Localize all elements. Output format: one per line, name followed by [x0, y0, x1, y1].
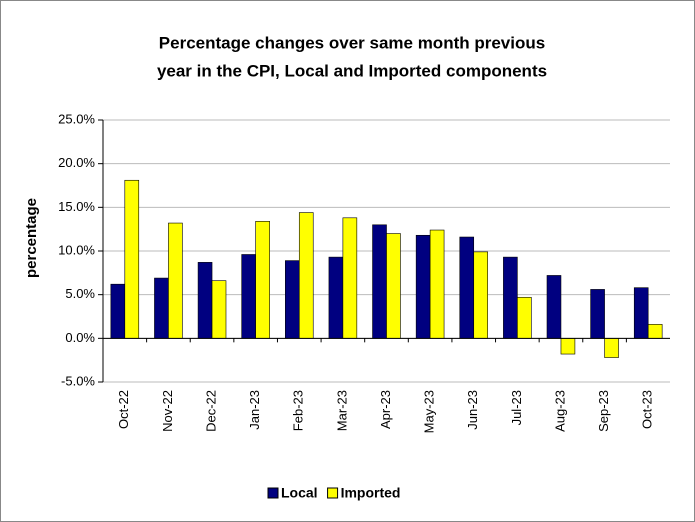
bar: [633, 287, 649, 339]
chart-title: Percentage changes over same month previ…: [159, 33, 545, 52]
x-tick-label: Sep-23: [596, 390, 611, 432]
legend-swatch: [327, 487, 339, 499]
y-tick-label: 25.0%: [58, 111, 95, 126]
y-tick-label: -5.0%: [61, 373, 95, 388]
y-tick-label: 0.0%: [65, 330, 95, 345]
y-tick-label: 20.0%: [58, 155, 95, 170]
chart-title: year in the CPI, Local and Imported comp…: [157, 61, 547, 80]
x-tick-label: Mar-23: [334, 390, 349, 431]
bar: [459, 236, 475, 339]
bar: [429, 229, 445, 339]
bar: [386, 233, 401, 339]
x-tick-label: Dec-22: [203, 390, 218, 432]
bar: [124, 179, 140, 339]
legend-label: Imported: [341, 485, 401, 501]
bar: [168, 222, 183, 339]
x-tick-label: May-23: [422, 390, 437, 433]
bar: [211, 280, 227, 339]
x-tick-label: Oct-23: [640, 390, 655, 429]
x-tick-label: Jan-23: [247, 390, 262, 430]
bar: [517, 296, 532, 339]
bar: [647, 324, 663, 339]
legend-label: Local: [281, 485, 318, 501]
x-tick-label: Feb-23: [291, 390, 306, 431]
x-tick-label: Apr-23: [378, 390, 393, 429]
y-axis-label: percentage: [23, 198, 40, 278]
bar: [415, 234, 431, 339]
bar: [154, 277, 169, 339]
bar: [546, 275, 562, 339]
legend-swatch: [267, 487, 279, 499]
x-tick-label: Jul-23: [509, 390, 524, 425]
bar: [255, 221, 270, 339]
bar: [298, 212, 314, 339]
bar: [110, 283, 126, 339]
bar: [197, 262, 213, 339]
bar: [328, 256, 344, 339]
bar: [590, 289, 605, 339]
bar: [372, 224, 387, 339]
bar: [560, 338, 576, 355]
x-tick-label: Nov-22: [160, 390, 175, 432]
bar: [342, 217, 358, 339]
bar: [604, 338, 619, 358]
x-tick-label: Jun-23: [465, 390, 480, 430]
bar: [285, 260, 300, 339]
bar: [503, 256, 518, 339]
bar: [473, 251, 488, 339]
y-tick-label: 10.0%: [58, 242, 95, 257]
y-tick-label: 15.0%: [58, 199, 95, 214]
y-tick-label: 5.0%: [65, 286, 95, 301]
x-tick-label: Oct-22: [116, 390, 131, 429]
x-tick-label: Aug-23: [552, 390, 567, 432]
bar: [241, 254, 256, 339]
